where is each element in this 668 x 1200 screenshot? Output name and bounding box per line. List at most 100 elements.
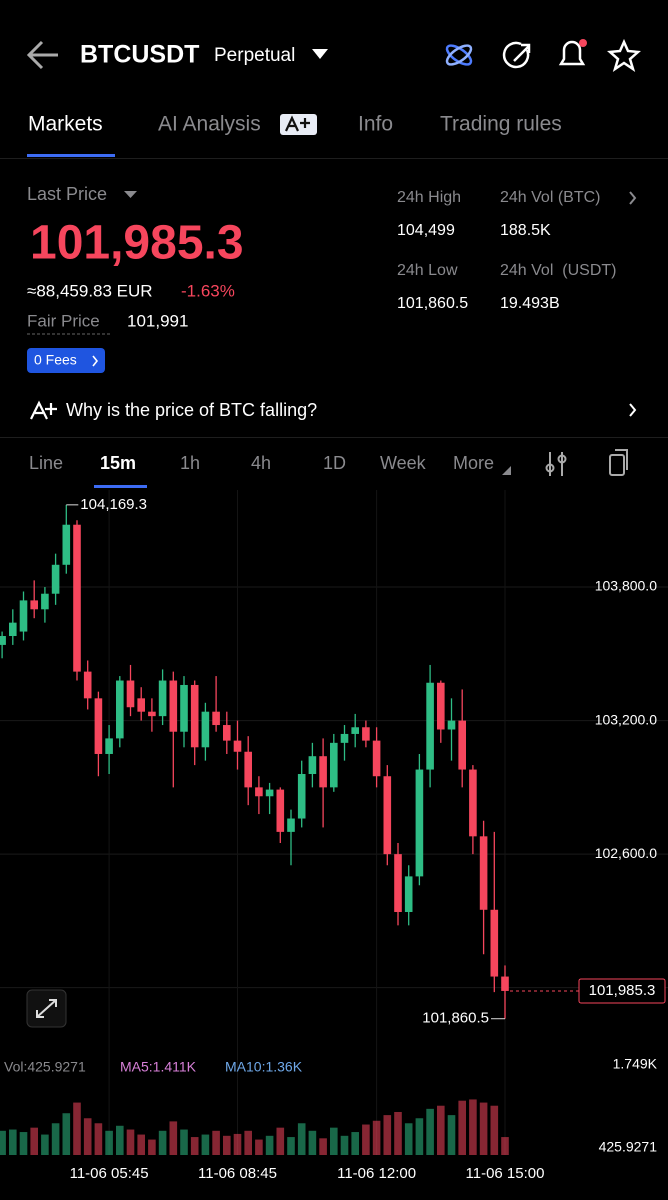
volume-bar (244, 1130, 252, 1155)
volume-legend: MA10:1.36K (225, 1059, 303, 1075)
timeframe[interactable]: 1h (180, 453, 200, 473)
timeframe[interactable]: Line (29, 453, 63, 473)
tab[interactable]: AI Analysis (158, 113, 261, 136)
candle-body (105, 738, 113, 754)
candle-body (30, 600, 38, 610)
ai-icon (30, 400, 57, 420)
volume-bar (51, 1123, 60, 1155)
ai-icon[interactable] (444, 42, 474, 68)
timeframe[interactable]: 4h (251, 453, 271, 473)
volume-bar (501, 1137, 509, 1155)
volume-bar (276, 1127, 285, 1155)
candle-body (73, 524, 81, 672)
volume-bar (458, 1100, 466, 1155)
volume-bar (319, 1138, 327, 1155)
candle-body (426, 682, 434, 770)
candle-body (180, 684, 188, 732)
volume-bar (447, 1115, 456, 1155)
candle-body (501, 976, 509, 991)
candle-body (362, 727, 370, 741)
candle-body (340, 733, 349, 743)
candle-body (223, 725, 231, 741)
dropdown[interactable] (124, 191, 137, 198)
indicator-icon[interactable] (545, 452, 567, 476)
candle-body (383, 776, 392, 855)
candle-body (62, 524, 71, 565)
volume-bar (41, 1134, 49, 1155)
chevron[interactable] (629, 191, 637, 205)
volume-bar (490, 1105, 499, 1155)
dropdown[interactable] (312, 49, 328, 59)
y-tick-label: 103,800.0 (595, 578, 657, 594)
candle-body (116, 680, 124, 739)
share-icon[interactable] (502, 41, 531, 69)
volume-bar (287, 1137, 295, 1155)
bell-icon[interactable] (558, 39, 587, 66)
dropdown (502, 466, 511, 475)
last-price: 101,985.3 (30, 217, 244, 270)
copy-icon[interactable] (609, 449, 628, 476)
tab[interactable]: Trading rules (440, 113, 562, 136)
timeframe[interactable]: More (453, 453, 494, 473)
x-tick-label: 11-06 12:00 (337, 1165, 416, 1182)
stat-label: 24h Vol (BTC) (500, 189, 600, 206)
stat-value: 101,860.5 (397, 295, 468, 312)
volume-bar (73, 1102, 81, 1155)
last-price-box (578, 978, 666, 1004)
insight[interactable]: Why is the price of BTC falling? (66, 400, 317, 420)
volume-bar (169, 1121, 178, 1155)
candle-body (351, 727, 359, 734)
favorite-icon[interactable] (607, 38, 641, 72)
candle-body (233, 740, 242, 752)
candle-body (255, 787, 263, 797)
chevron[interactable] (629, 403, 637, 417)
high-label: 104,169.3 (80, 496, 147, 513)
candle-body (83, 671, 92, 699)
stat-label: 24h High (397, 189, 461, 206)
candle-body (447, 720, 456, 730)
last-price-label: Last Price (27, 184, 107, 204)
back-button[interactable] (26, 40, 58, 70)
volume-bar (126, 1129, 135, 1155)
volume-bar (62, 1113, 71, 1155)
volume-bar (180, 1129, 188, 1155)
expand-icon (36, 999, 57, 1018)
candle-body (437, 682, 445, 730)
volume-bar (223, 1135, 231, 1155)
volume-bar (201, 1134, 210, 1155)
chevron (92, 355, 99, 367)
candle-body (0, 636, 6, 645)
fees-button[interactable] (27, 348, 105, 373)
candle-body (469, 769, 477, 837)
candle-body (41, 593, 49, 610)
candle-body (415, 769, 424, 877)
volume-bar (404, 1123, 413, 1155)
timeframe[interactable]: Week (380, 453, 427, 473)
volume-bar (383, 1115, 392, 1155)
fair-price-label: Fair Price (27, 311, 100, 330)
volume-bar (190, 1137, 199, 1155)
divider (0, 437, 668, 438)
timeframe-indicator (94, 485, 147, 488)
timeframe[interactable]: 1D (323, 453, 346, 473)
volume-bar (330, 1127, 338, 1155)
volume-bar (105, 1130, 113, 1155)
candle-body (212, 711, 220, 726)
chart: 103,800.0103,200.0102,600.0102,000.01.74… (0, 490, 668, 1182)
candle-body (458, 720, 466, 770)
volume-bar (265, 1135, 274, 1155)
volume-legend: Vol:425.9271 (4, 1059, 86, 1075)
candle-body (190, 684, 199, 748)
volume-bar (0, 1130, 6, 1155)
x-tick-label: 11-06 05:45 (70, 1165, 149, 1182)
volume-bar (372, 1120, 381, 1155)
volume-bar (415, 1118, 424, 1155)
tab[interactable]: Markets (28, 113, 103, 136)
volume-bar (394, 1111, 402, 1155)
tab[interactable]: Info (358, 113, 393, 136)
low-label: 101,860.5 (422, 1010, 489, 1027)
volume-bar (30, 1127, 38, 1155)
timeframe[interactable]: 15m (100, 453, 136, 473)
candle-body (372, 740, 381, 777)
volume-bar (351, 1132, 359, 1155)
